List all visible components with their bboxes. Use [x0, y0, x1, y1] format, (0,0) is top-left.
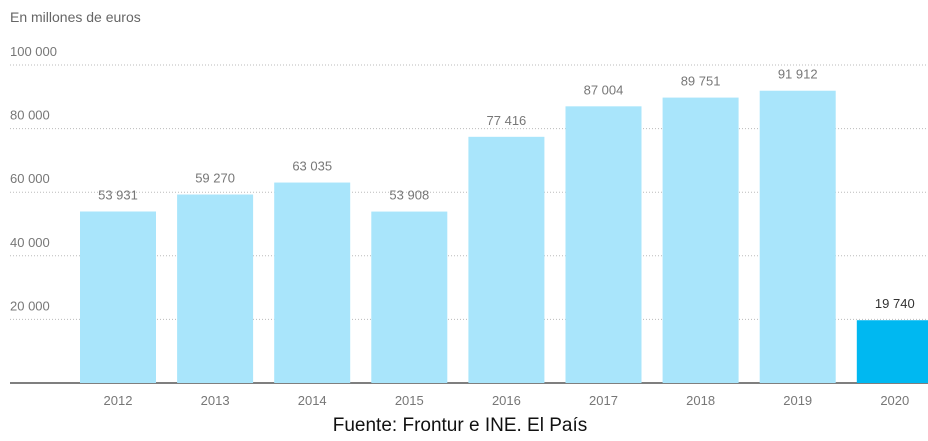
bar — [856, 320, 928, 383]
value-label: 53 931 — [98, 187, 138, 202]
value-label: 63 035 — [292, 159, 332, 174]
y-tick-label: 80 000 — [10, 108, 50, 123]
value-label: 91 912 — [778, 67, 818, 82]
x-tick-label: 2013 — [201, 393, 230, 408]
bar — [274, 182, 351, 383]
bar — [371, 211, 448, 383]
value-label: 77 416 — [487, 113, 527, 128]
y-tick-label: 100 000 — [10, 44, 57, 59]
bar — [565, 106, 642, 384]
x-tick-label: 2020 — [880, 393, 909, 408]
x-tick-label: 2016 — [492, 393, 521, 408]
value-label: 87 004 — [584, 82, 624, 97]
y-tick-label: 40 000 — [10, 235, 50, 250]
x-tick-label: 2018 — [686, 393, 715, 408]
y-tick-label: 20 000 — [10, 298, 50, 313]
value-label: 53 908 — [389, 188, 429, 203]
source: Fuente: Frontur e INE. El País — [333, 415, 588, 436]
x-tick-label: 2014 — [298, 393, 327, 408]
bar — [468, 136, 545, 383]
bar — [177, 194, 254, 383]
y-tick-label: 60 000 — [10, 171, 50, 186]
value-label: 59 270 — [195, 171, 235, 186]
chart-subtitle: En millones de euros — [10, 9, 141, 25]
value-label: 89 751 — [681, 74, 721, 89]
x-tick-label: 2015 — [395, 393, 424, 408]
bar — [759, 90, 836, 383]
x-tick-label: 2019 — [783, 393, 812, 408]
bar — [662, 97, 739, 383]
x-tick-label: 2012 — [104, 393, 133, 408]
value-label: 19 740 — [875, 296, 915, 311]
x-tick-label: 2017 — [589, 393, 618, 408]
bar — [80, 211, 156, 383]
